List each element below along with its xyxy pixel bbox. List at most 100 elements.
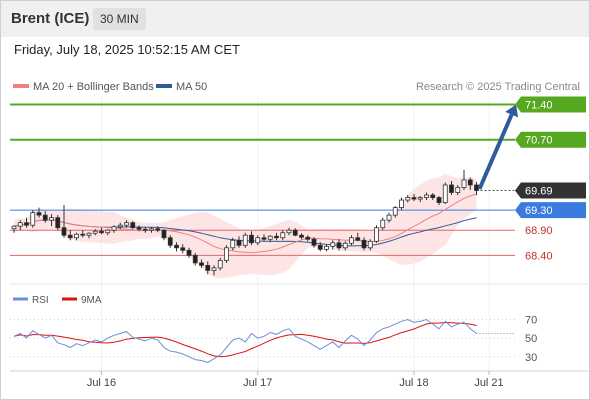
candle-body-4 [36,212,42,216]
candle-body-1 [17,222,23,227]
candle-16 [111,225,117,233]
candle-11 [80,230,86,238]
candle-body-64 [411,197,417,200]
candle-57 [367,239,373,251]
level-labels: 71.40 70.70 69.69 69.30 68.90 68.40 [515,96,586,262]
candle-18 [124,220,129,228]
candle-8 [61,205,67,238]
candle-60 [386,212,392,223]
rsi-level-label-0: 70 [525,314,537,326]
candle-72 [461,169,467,190]
candle-27 [180,244,186,254]
timeframe-badge[interactable]: 30 MIN [93,8,146,30]
level-label-3: 69.30 [525,205,553,217]
candle-51 [330,240,336,250]
candle-48 [311,237,317,248]
candle-body-29 [192,254,198,264]
candle-body-67 [430,194,436,198]
candle-22 [149,227,154,233]
candle-26 [174,242,179,252]
candle-41 [267,235,273,243]
candle-64 [411,194,417,202]
candle-5 [42,211,48,223]
candle-body-71 [455,187,461,193]
main-legend: MA 20 + Bollinger Bands MA 50 Research ©… [13,81,580,93]
level-tag-3 [515,202,586,219]
candle-body-63 [405,197,411,201]
candle-67 [430,193,436,201]
candle-body-48 [311,238,317,246]
ma50-legend-label: MA 50 [176,81,207,93]
candle-body-44 [286,229,292,234]
candle-body-36 [236,239,242,246]
candle-63 [405,195,411,203]
candle-body-32 [211,267,217,271]
candle-7 [55,215,61,231]
candle-body-2 [24,222,29,226]
candle-71 [455,184,461,196]
instrument-title: Brent (ICE) [11,10,90,27]
candle-33 [217,257,223,271]
candle-body-14 [99,230,104,234]
candle-31 [205,261,211,275]
candle-body-15 [105,229,111,234]
level-label-4: 68.90 [525,225,553,237]
level-tag-0 [515,96,586,113]
candle-body-68 [436,197,442,203]
candle-55 [355,232,361,242]
candle-body-38 [249,234,254,244]
candle-61 [392,206,398,218]
credit-label: Research © 2025 Trading Central [416,81,580,93]
time-axis: Jul 16 Jul 17 Jul 18 Jul 21 [87,371,504,389]
candle-body-21 [142,228,148,231]
candle-19 [130,221,136,230]
candle-body-6 [49,217,54,221]
candle-body-72 [461,179,467,188]
candle-14 [99,227,104,235]
candle-body-34 [224,247,229,261]
candle-29 [192,252,198,266]
candle-68 [436,196,442,206]
rsi-panel: 70 50 30 [10,314,537,364]
candle-44 [286,227,292,236]
candle-body-54 [349,237,354,244]
candle-body-70 [449,184,454,193]
candle-36 [236,236,242,248]
candle-body-31 [205,265,211,271]
candle-body-53 [342,242,348,249]
candle-body-69 [442,184,448,203]
candle-46 [299,233,304,240]
candle-body-17 [117,224,123,228]
candle-54 [349,235,354,246]
level-tag-1 [515,131,586,148]
candle-58 [374,225,379,243]
candle-body-50 [324,245,329,250]
candle-53 [342,241,348,251]
candle-body-46 [299,234,304,238]
candle-62 [399,197,404,211]
candle-body-35 [230,239,236,249]
candle-21 [142,227,148,233]
x-tick-label-0: Jul 16 [87,377,116,389]
rsi-level-label-2: 30 [525,352,537,364]
candle-body-23 [155,228,161,231]
candle-body-49 [317,244,323,250]
candle-56 [361,237,367,251]
candle-body-51 [330,242,336,247]
candle-1 [17,220,23,231]
candle-45 [292,228,298,237]
candle-73 [467,177,473,190]
candle-body-5 [42,214,48,221]
candle-body-58 [374,227,379,242]
candle-body-19 [130,222,136,229]
level-tag-2 [515,182,586,199]
candle-body-27 [180,247,186,251]
candle-10 [74,232,79,241]
candle-body-47 [305,236,311,240]
candle-body-8 [61,227,67,236]
candle-38 [249,231,254,246]
candle-body-26 [174,244,179,249]
rsi-ma-legend-label: 9MA [81,295,102,306]
rsi-ma-line [13,321,477,358]
